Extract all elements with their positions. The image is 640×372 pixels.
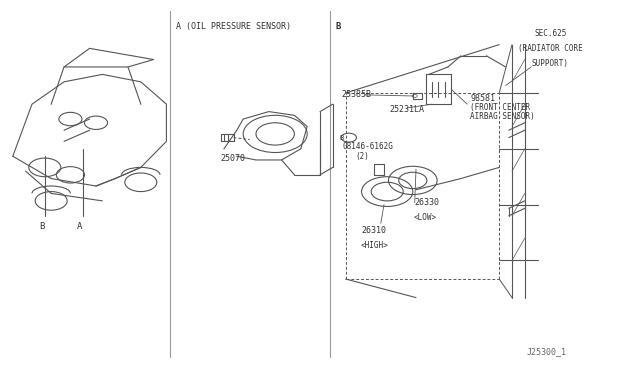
Text: (RADIATOR CORE: (RADIATOR CORE: [518, 44, 583, 53]
Text: AIRBAG SENSOR): AIRBAG SENSOR): [470, 112, 535, 121]
Text: B: B: [339, 135, 344, 141]
Text: <HIGH>: <HIGH>: [361, 241, 388, 250]
Text: A (OIL PRESSURE SENSOR): A (OIL PRESSURE SENSOR): [176, 22, 291, 31]
Text: 25231LA: 25231LA: [389, 105, 424, 114]
Text: (2): (2): [355, 152, 369, 161]
Text: 98581: 98581: [470, 94, 495, 103]
Text: 25070: 25070: [221, 154, 246, 163]
Text: 08146-6162G: 08146-6162G: [342, 142, 393, 151]
Text: B: B: [39, 222, 44, 231]
Text: <LOW>: <LOW>: [414, 213, 437, 222]
Text: SEC.625: SEC.625: [534, 29, 566, 38]
Text: 26310: 26310: [361, 226, 386, 235]
Text: B: B: [336, 22, 341, 31]
Text: SUPPORT): SUPPORT): [532, 59, 569, 68]
Text: 25385B: 25385B: [342, 90, 372, 99]
Text: (FRONT CENTER: (FRONT CENTER: [470, 103, 531, 112]
Text: 26330: 26330: [414, 198, 439, 207]
Text: J25300_1: J25300_1: [526, 347, 566, 356]
Text: A: A: [77, 222, 83, 231]
